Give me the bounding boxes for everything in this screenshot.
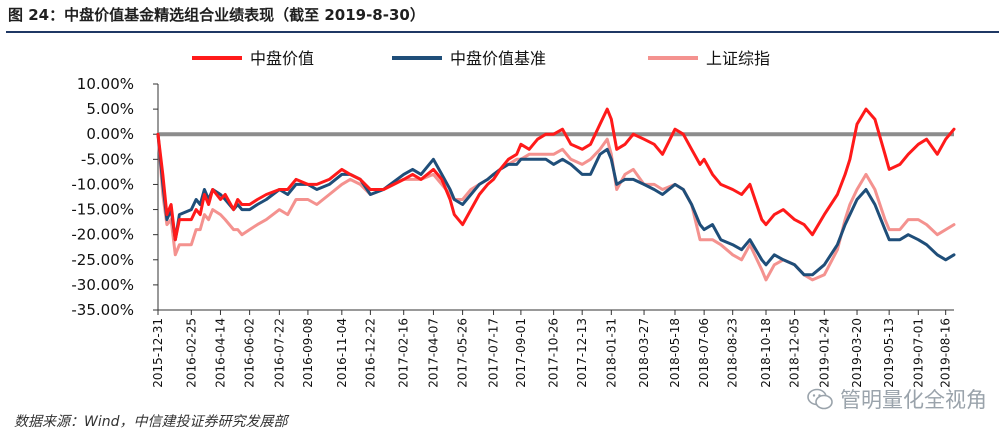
x-tick-label: 2017-07-17: [487, 318, 501, 388]
title-divider: [6, 31, 999, 33]
x-axis: 2015-12-31 2016-02-25 2016-04-14 2016-06-02…: [151, 309, 954, 388]
y-tick-label: -20.00%: [71, 226, 134, 244]
x-tick-label: 2015-12-31: [151, 318, 165, 388]
legend-item: 中盘价值基准: [392, 49, 546, 68]
x-tick-label: 2017-09-01: [514, 318, 528, 388]
x-tick-label: 2018-07-06: [697, 318, 711, 388]
series-line-2: [156, 132, 956, 282]
y-tick-label: -5.00%: [81, 150, 134, 168]
y-tick-label: -10.00%: [71, 175, 134, 193]
legend-label: 中盘价值基准: [450, 49, 546, 68]
x-tick-label: 2017-05-26: [456, 318, 470, 388]
x-tick-label: 2018-12-05: [788, 318, 802, 388]
source-note: 数据来源：Wind，中信建投证券研究发展部: [14, 414, 288, 430]
x-tick-label: 2016-04-14: [213, 318, 227, 388]
chart-title: 图 24：中盘价值基金精选组合业绩表现（截至 2019-8-30）: [8, 6, 425, 24]
y-tick-label: -35.00%: [71, 301, 134, 319]
x-tick-label: 2019-03-20: [850, 318, 864, 388]
y-axis: 10.00% 5.00% 0.00% -5.00% -10.00% -15.00% -20.…: [71, 75, 159, 319]
watermark-text: 管明量化全视角: [840, 388, 987, 412]
x-tick-label: 2019-07-01: [911, 318, 925, 388]
x-tick-label: 2017-02-16: [397, 318, 411, 388]
series-line-1: [156, 132, 956, 277]
x-tick-label: 2016-12-22: [363, 318, 377, 388]
x-tick-label: 2018-08-23: [726, 318, 740, 388]
series-lines: [156, 107, 956, 282]
legend-label: 中盘价值: [250, 49, 314, 68]
line-chart: 10.00% 5.00% 0.00% -5.00% -10.00% -15.00% -20.…: [71, 49, 956, 388]
x-tick-label: 2019-01-24: [817, 318, 831, 388]
x-tick-label: 2016-02-25: [184, 318, 198, 388]
x-tick-label: 2019-05-13: [882, 318, 896, 388]
x-tick-label: 2018-03-27: [637, 318, 651, 388]
x-tick-label: 2018-10-18: [759, 318, 773, 388]
x-tick-label: 2016-06-02: [243, 318, 257, 388]
x-tick-label: 2016-11-04: [335, 318, 349, 388]
x-tick-label: 2019-08-16: [939, 318, 953, 388]
y-tick-label: 10.00%: [77, 75, 134, 93]
legend-item: 上证综指: [648, 49, 770, 68]
legend: 中盘价值 中盘价值基准 上证综指: [192, 49, 770, 68]
wechat-icon: [807, 388, 833, 410]
x-tick-label: 2017-12-13: [575, 318, 589, 388]
y-tick-label: 5.00%: [86, 100, 134, 118]
legend-item: 中盘价值: [192, 49, 314, 68]
x-tick-label: 2017-10-26: [547, 318, 561, 388]
legend-label: 上证综指: [706, 49, 770, 68]
y-tick-label: -15.00%: [71, 201, 134, 219]
y-tick-label: -25.00%: [71, 251, 134, 269]
y-tick-label: 0.00%: [86, 125, 134, 143]
x-tick-label: 2018-01-31: [604, 318, 618, 388]
y-tick-label: -30.00%: [71, 276, 134, 294]
x-tick-label: 2018-05-18: [668, 318, 682, 388]
watermark: 管明量化全视角: [806, 384, 987, 414]
x-tick-label: 2016-07-22: [272, 318, 286, 388]
series-line-0: [156, 107, 956, 242]
x-tick-label: 2017-04-07: [426, 318, 440, 388]
x-tick-label: 2016-09-08: [301, 318, 315, 388]
